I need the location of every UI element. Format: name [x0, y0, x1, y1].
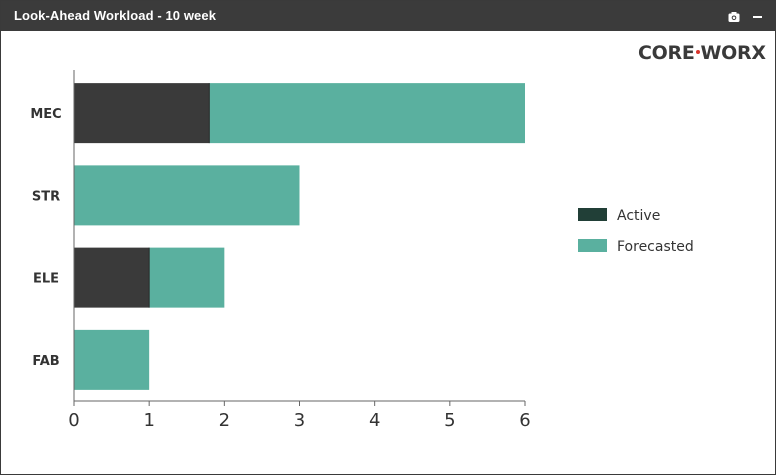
legend-swatch-forecasted — [578, 239, 607, 252]
category-label-mec: MEC — [30, 107, 61, 122]
bar-ele-active — [74, 247, 150, 308]
x-tick-label-6: 6 — [519, 410, 530, 431]
category-label-ele: ELE — [33, 272, 59, 287]
bar-mec-active — [74, 83, 210, 144]
category-label-fab: FAB — [32, 354, 59, 369]
x-tick-label-1: 1 — [143, 410, 154, 431]
widget-header: Look-Ahead Workload - 10 week — [1, 1, 775, 31]
x-tick-label-4: 4 — [369, 410, 380, 431]
bar-ele-forecasted — [149, 247, 225, 308]
legend-label-active: Active — [617, 208, 660, 224]
coreworx-logo: CORE WORX — [638, 42, 766, 64]
x-tick-label-2: 2 — [219, 410, 230, 431]
bar-fab-forecasted — [74, 329, 150, 390]
workload-chart: MEC STR ELE FAB 0 1 2 3 4 5 6 Active Forecasted — [30, 70, 694, 431]
bar-str-forecasted — [74, 165, 300, 226]
logo-right: WORX — [700, 42, 767, 64]
widget-title: Look-Ahead Workload - 10 week — [14, 8, 217, 23]
category-label-str: STR — [32, 189, 60, 204]
logo-dot — [695, 49, 700, 54]
legend-label-forecasted: Forecasted — [617, 239, 694, 255]
x-tick-label-3: 3 — [294, 410, 305, 431]
legend-swatch-active — [578, 208, 607, 221]
camera-icon[interactable] — [728, 10, 740, 22]
logo-left: CORE — [638, 42, 695, 64]
minimize-icon[interactable] — [751, 8, 765, 24]
x-tick-label-5: 5 — [444, 410, 455, 431]
bar-mec-forecasted — [209, 83, 526, 144]
x-tick-label-0: 0 — [68, 410, 79, 431]
